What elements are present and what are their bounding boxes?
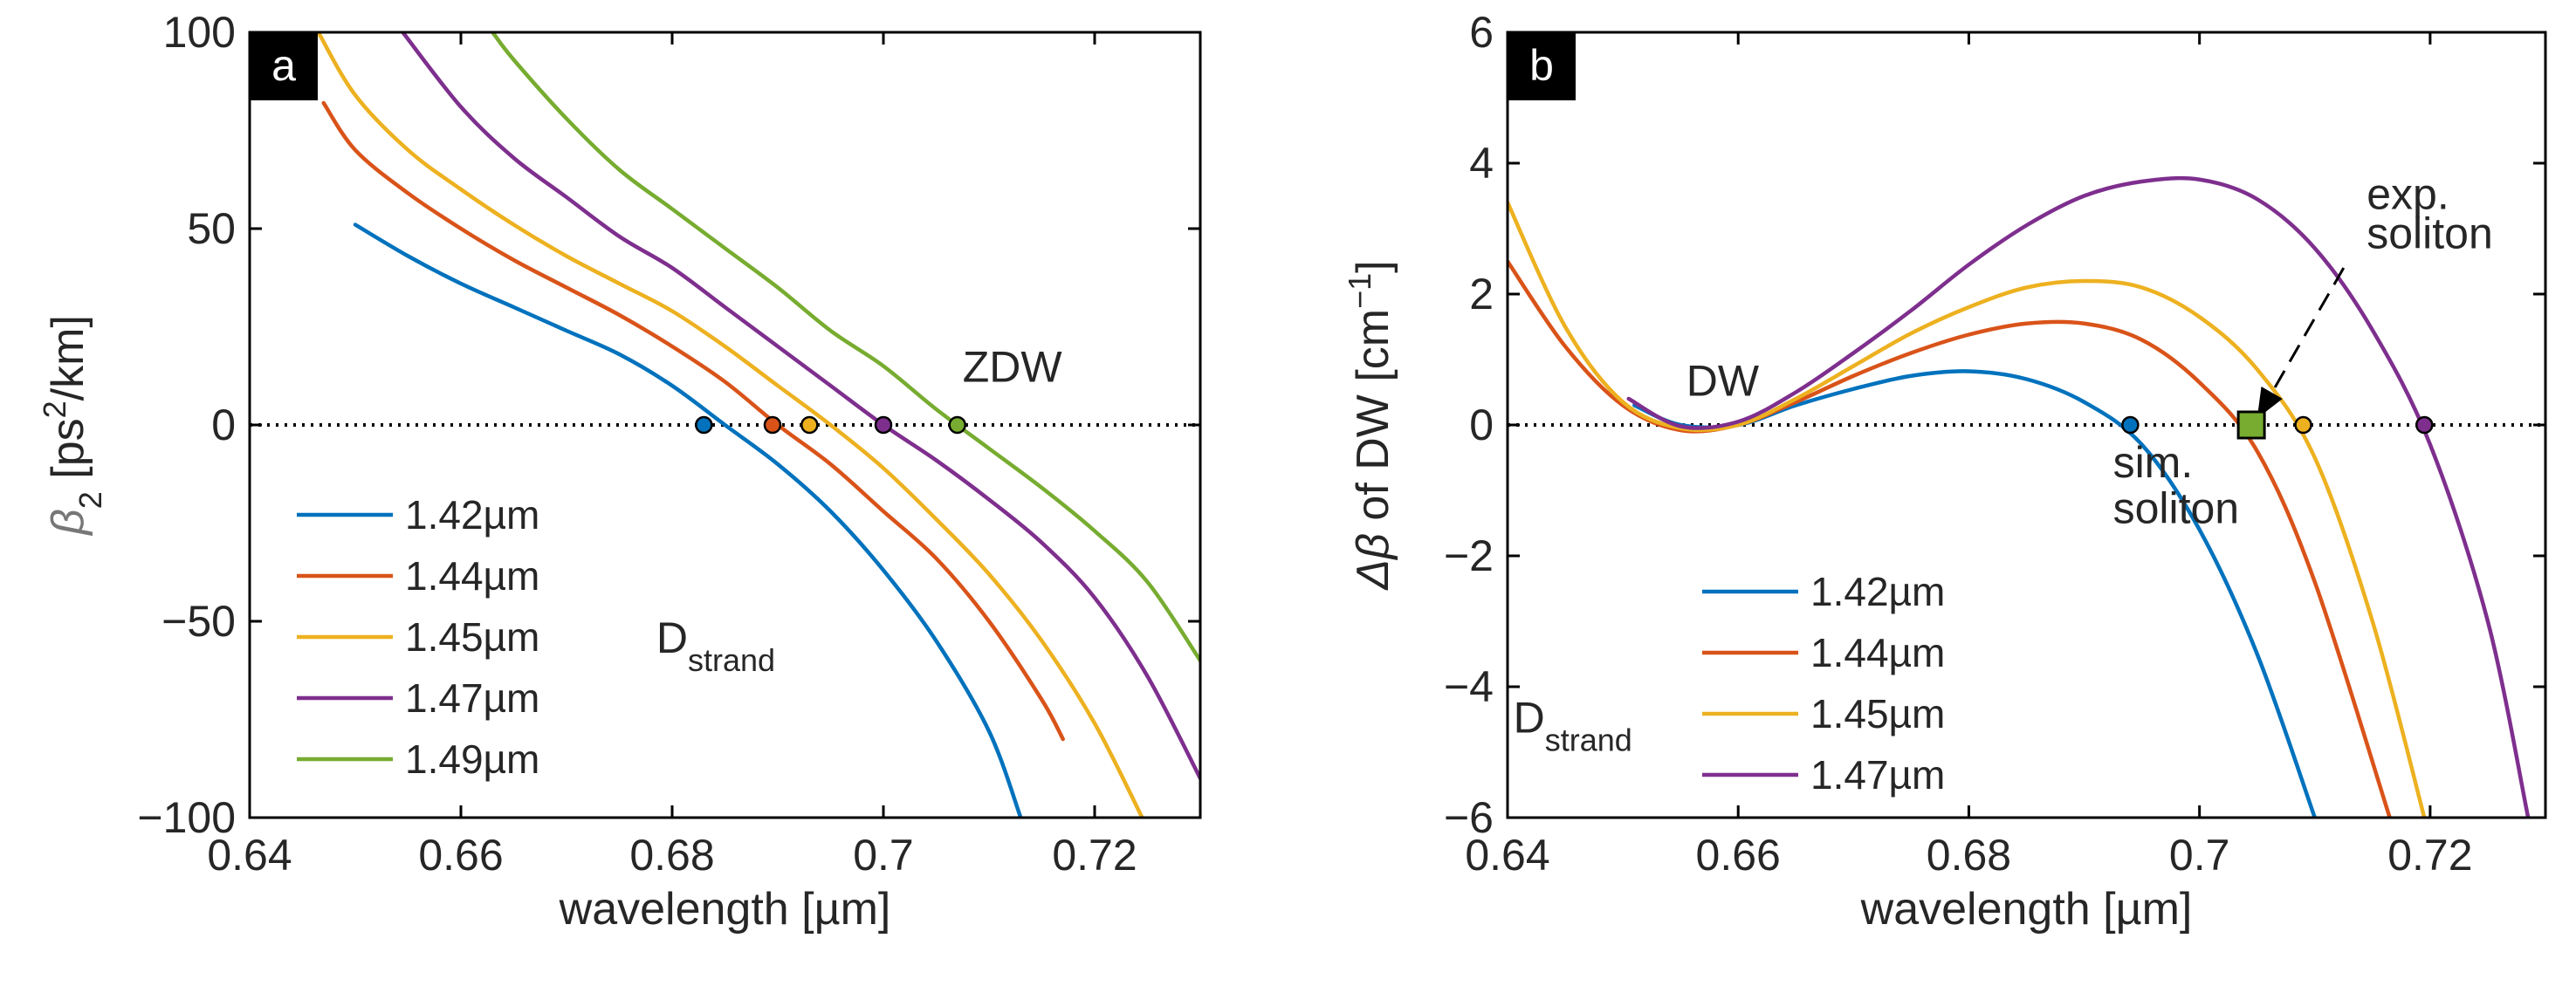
legend: 1.42µm 1.44µm 1.45µm 1.47µm 1.49µm	[297, 492, 539, 782]
panel-b: 0.64 0.66 0.68 0.7 0.72 −6 −4 −2 0 2 4 6 wavelength …	[1342, 8, 2547, 935]
annotation-dw: DW	[1686, 356, 1760, 405]
legend-entry-label: 1.45µm	[405, 614, 539, 660]
arrow-head	[2257, 387, 2283, 419]
series-line-1	[353, 223, 1023, 818]
y-tick-label: 2	[1469, 270, 1494, 318]
marker-point-5	[948, 415, 966, 435]
legend-entry-label: 1.47µm	[1810, 752, 1945, 798]
annotation-sim2: soliton	[2113, 484, 2240, 533]
x-tick-label: 0.72	[1052, 831, 1137, 880]
x-tick-label: 0.66	[418, 831, 503, 880]
x-axis-label: wavelength [µm]	[1860, 884, 2193, 935]
series-group	[1508, 175, 2531, 818]
legend-entry-label: 1.44µm	[1810, 630, 1945, 675]
y-axis-label: Δβ of DW [cm−1]Δβ of DW [cm⁻¹]	[1342, 260, 1399, 591]
marker-point-2	[763, 415, 782, 435]
legend: 1.42µm 1.44µm 1.45µm 1.47µm	[1702, 569, 1945, 798]
y-tick-label: 0	[1469, 401, 1494, 449]
legend-entry-label: 1.45µm	[1810, 691, 1945, 736]
x-tick-label: 0.68	[1927, 831, 2011, 880]
y-tick-label: −6	[1444, 793, 1494, 842]
x-tick-label: 0.7	[853, 831, 914, 880]
annotation-sim1: sim.	[2113, 438, 2194, 487]
y-tick-label: −50	[161, 597, 236, 646]
legend-entry-label: 1.42µm	[1810, 569, 1945, 614]
y-tick-label: 50	[187, 204, 236, 253]
panel-letter: a	[271, 41, 296, 90]
y-tick-label: −2	[1444, 531, 1494, 580]
marker-point-4	[874, 415, 893, 435]
legend-entry-label: 1.49µm	[405, 736, 539, 782]
y-tick-label: 0	[211, 401, 236, 449]
series-line-1	[1632, 369, 2318, 818]
annotation-exp1: exp.	[2366, 170, 2449, 219]
x-tick-label: 0.64	[207, 831, 292, 880]
panel-a: 0.64 0.66 0.68 0.7 0.72 −100 −50 0 50 100 waveleng…	[37, 8, 1202, 935]
marker-point-3	[2294, 415, 2312, 435]
y-tick-label: 4	[1469, 139, 1494, 188]
panel-letter: b	[1529, 41, 1554, 90]
y-axis-label: β2 [ps2/km]β₂ [ps²/km]	[37, 315, 108, 537]
panel-letter-box	[250, 32, 318, 100]
annotation-exp2: soliton	[2366, 209, 2493, 258]
series-line-4	[1626, 175, 2531, 818]
series-group	[316, 32, 1200, 818]
x-tick-label: 0.68	[629, 831, 714, 880]
annotation-dstrand: Dstrand	[1514, 694, 1632, 758]
series-line-2	[1508, 259, 2392, 818]
series-line-3	[316, 32, 1144, 818]
series-line-2	[321, 100, 1065, 742]
y-tick-label: −100	[137, 793, 236, 842]
y-tick-label: −4	[1444, 662, 1494, 711]
marker-point-3	[800, 415, 819, 435]
legend-entry-label: 1.44µm	[405, 553, 539, 599]
panel-letter-box	[1508, 32, 1576, 100]
series-line-5	[491, 32, 1200, 663]
x-tick-label: 0.64	[1465, 831, 1549, 880]
legend-entry-label: 1.42µm	[405, 492, 539, 538]
annotation-zdw: ZDW	[963, 343, 1063, 392]
x-tick-label: 0.7	[2169, 831, 2230, 880]
marker-point-1	[2121, 415, 2140, 435]
series-line-4	[401, 32, 1200, 781]
x-tick-label: 0.66	[1696, 831, 1781, 880]
marker-point-4	[2415, 415, 2434, 435]
x-tick-label: 0.72	[2387, 831, 2472, 880]
annotation-dstrand: Dstrand	[656, 613, 775, 678]
legend-entry-label: 1.47µm	[405, 675, 539, 721]
marker-square-2	[2236, 410, 2266, 440]
series-line-3	[1508, 200, 2427, 818]
y-tick-label: 100	[163, 8, 236, 57]
marker-point-1	[695, 415, 713, 435]
x-axis-label: wavelength [µm]	[559, 884, 891, 935]
y-tick-label: 6	[1469, 8, 1494, 57]
